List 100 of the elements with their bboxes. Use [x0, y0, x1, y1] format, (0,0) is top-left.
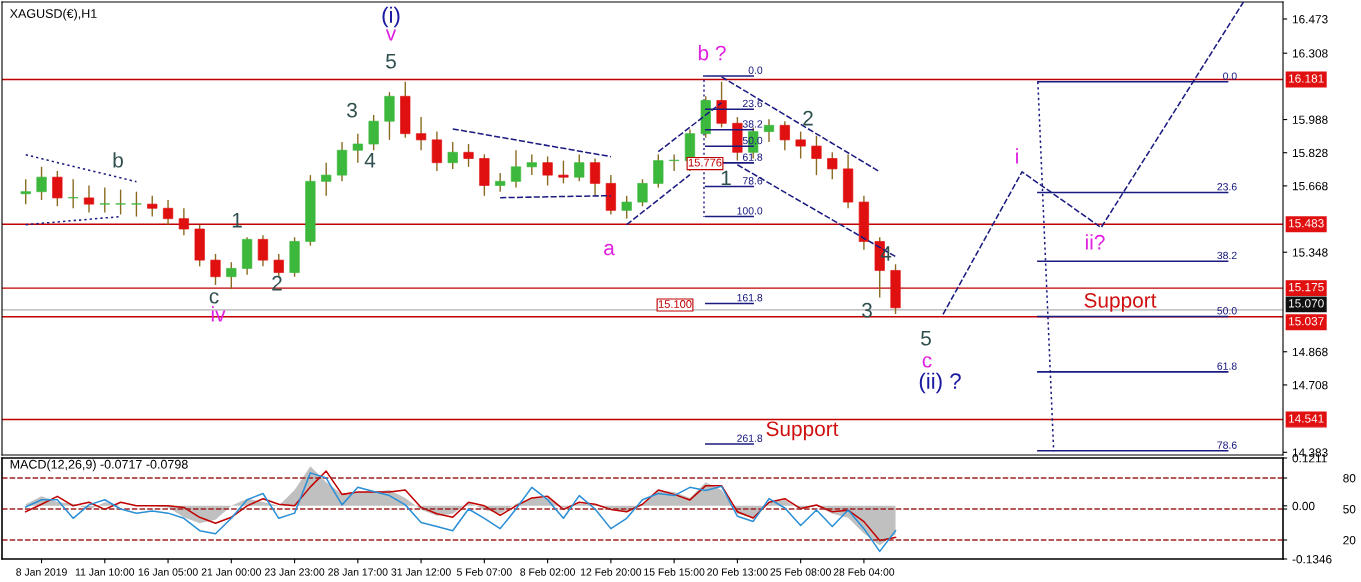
annotation: 1: [721, 170, 731, 185]
candlestick: [669, 153, 680, 172]
series-label: 100.0: [737, 207, 763, 215]
series-label: 38.2: [742, 120, 763, 128]
chart-title: MACD(12,26,9) -0.0717 -0.0798: [10, 459, 188, 472]
candlestick: [589, 157, 601, 197]
candlestick: [495, 172, 506, 193]
candlestick: [811, 135, 822, 176]
y-tick-label: 15.668: [1292, 181, 1328, 191]
annotation: b: [113, 152, 123, 168]
series-label: 61.8: [1217, 362, 1237, 370]
series-label: 78.6: [742, 177, 763, 185]
annotation: 15.100: [658, 300, 692, 308]
annotation: a: [604, 243, 615, 256]
ref-line-label: 14.541: [1289, 414, 1324, 423]
series-label: 50.0: [1217, 307, 1237, 315]
series-label: 23.6: [1217, 183, 1237, 191]
candlestick: [795, 130, 806, 160]
annotation: c: [922, 356, 932, 368]
candlestick: [416, 116, 427, 151]
annotation: i: [1016, 148, 1018, 164]
candlestick: [779, 120, 790, 151]
candlestick: [716, 81, 727, 129]
y2-tick-label: 20: [1343, 536, 1356, 545]
annotation: 4: [364, 153, 376, 168]
y-tick-label: 15.348: [1292, 248, 1328, 257]
candlestick: [637, 178, 648, 207]
annotation: 3: [347, 102, 357, 118]
annotation: 5: [921, 331, 931, 346]
text: XAGUSD(€),H1: [9, 8, 97, 21]
annotation: (ii) ?: [919, 372, 961, 394]
ref-line-label: 15.175: [1289, 283, 1324, 292]
x-tick-label: 25 Feb 08:00: [770, 568, 831, 576]
ref-line-label: 15.483: [1289, 219, 1324, 228]
y-tick-label: 15.988: [1292, 115, 1328, 124]
line-series: [24, 472, 897, 553]
series-label: 38.2: [1217, 251, 1237, 260]
candlestick: [510, 149, 522, 189]
annotation: Support: [766, 421, 839, 441]
x-tick-label: 31 Jan 12:00: [391, 568, 451, 576]
candlestick: [178, 207, 189, 236]
candlestick: [20, 178, 31, 205]
candlestick: [226, 261, 237, 290]
candlestick: [210, 253, 221, 286]
series-label: 261.8: [737, 434, 763, 442]
annotation: c: [209, 292, 219, 304]
series-label: 0.0: [748, 66, 763, 74]
candlestick: [68, 178, 79, 209]
candlestick: [162, 199, 174, 226]
candlestick: [99, 186, 110, 214]
y-tick-label: -0.1346: [1292, 555, 1332, 564]
candlestick: [827, 151, 838, 180]
candlestick: [83, 184, 95, 214]
annotation: v: [385, 29, 397, 41]
candlestick: [52, 170, 63, 207]
candlestick: [147, 195, 158, 218]
annotation: ii?: [1085, 234, 1105, 250]
ref-line-label: 15.070: [1289, 299, 1324, 308]
x-tick-label: 8 Feb 02:00: [520, 568, 576, 576]
candlestick: [431, 130, 442, 172]
x-tick-label: 11 Jan 10:00: [75, 568, 135, 576]
candlestick: [321, 161, 332, 197]
x-tick-label: 12 Feb 20:00: [580, 568, 642, 576]
x-tick-label: 20 Feb 13:00: [707, 568, 768, 576]
x-tick-label: 5 Feb 07:00: [456, 568, 512, 576]
annotation: b ?: [698, 45, 726, 61]
series-label: 61.8: [742, 153, 763, 161]
candlestick: [352, 132, 363, 164]
candlestick: [558, 159, 569, 185]
x-tick-label: 28 Feb 04:00: [833, 568, 895, 576]
series-label: 0.0: [1223, 72, 1237, 80]
annotation: 5: [386, 54, 396, 69]
annotation: 4: [880, 246, 892, 261]
series-label: 23.6: [742, 99, 763, 108]
y-tick-label: 16.473: [1292, 15, 1328, 24]
annotation: (i): [382, 6, 400, 28]
y-tick-label: 16.308: [1292, 49, 1328, 58]
ref-line-label: 15.037: [1289, 317, 1324, 326]
annotation: 3: [862, 302, 872, 318]
candlestick: [36, 166, 47, 201]
y2-tick-label: 50: [1343, 505, 1356, 514]
candlestick: [368, 114, 379, 151]
candlestick: [542, 155, 553, 187]
candlestick: [131, 191, 142, 218]
candlestick: [621, 195, 632, 220]
ref-line-label: 16.181: [1289, 74, 1324, 83]
candlestick: [653, 153, 664, 189]
candlestick: [574, 153, 585, 183]
x-tick-label: 21 Jan 00:00: [201, 568, 262, 576]
y-tick-label: 0.00: [1292, 501, 1315, 511]
candlestick: [447, 141, 458, 170]
candlestick: [463, 143, 474, 168]
y-tick-label: 14.868: [1292, 347, 1328, 357]
candlestick: [257, 234, 269, 268]
y-tick-label: 14.708: [1292, 380, 1328, 390]
x-tick-label: 15 Feb 15:00: [644, 568, 705, 576]
candlestick: [763, 118, 775, 143]
y-tick-label: 15.828: [1292, 148, 1328, 158]
candlestick: [115, 188, 126, 216]
annotation: Support: [1084, 292, 1157, 312]
